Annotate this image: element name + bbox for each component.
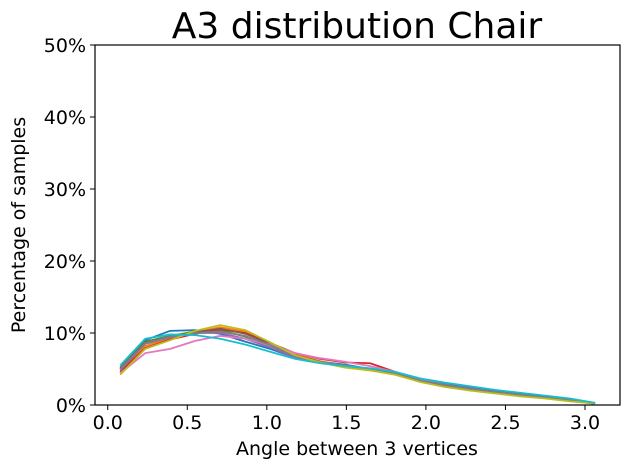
x-tick-label: 1.5 xyxy=(331,412,361,434)
x-tick-label: 3.0 xyxy=(570,412,600,434)
x-tick-label: 0.5 xyxy=(172,412,202,434)
y-tick-label: 0% xyxy=(56,395,86,417)
x-tick-label: 0.0 xyxy=(93,412,123,434)
x-axis-label: Angle between 3 vertices xyxy=(236,438,478,460)
y-axis: 0% 10% 20% 30% 40% 50% xyxy=(44,35,95,417)
series-line-9 xyxy=(119,324,596,405)
x-tick-label: 2.0 xyxy=(411,412,441,434)
series-line-2 xyxy=(119,326,596,405)
y-tick-label: 10% xyxy=(44,323,86,345)
series-layer xyxy=(119,324,596,405)
x-tick-label: 1.0 xyxy=(252,412,282,434)
y-tick-label: 50% xyxy=(44,35,86,57)
y-tick-label: 40% xyxy=(44,107,86,129)
series-line-10 xyxy=(119,333,596,404)
x-tick-label: 2.5 xyxy=(490,412,520,434)
chart-title: A3 distribution Chair xyxy=(172,6,543,47)
plot-frame xyxy=(94,44,621,406)
y-tick-label: 30% xyxy=(44,179,86,201)
y-tick-label: 20% xyxy=(44,251,86,273)
x-axis: 0.0 0.5 1.0 1.5 2.0 2.5 3.0 xyxy=(93,405,600,434)
y-axis-label: Percentage of samples xyxy=(8,117,30,333)
